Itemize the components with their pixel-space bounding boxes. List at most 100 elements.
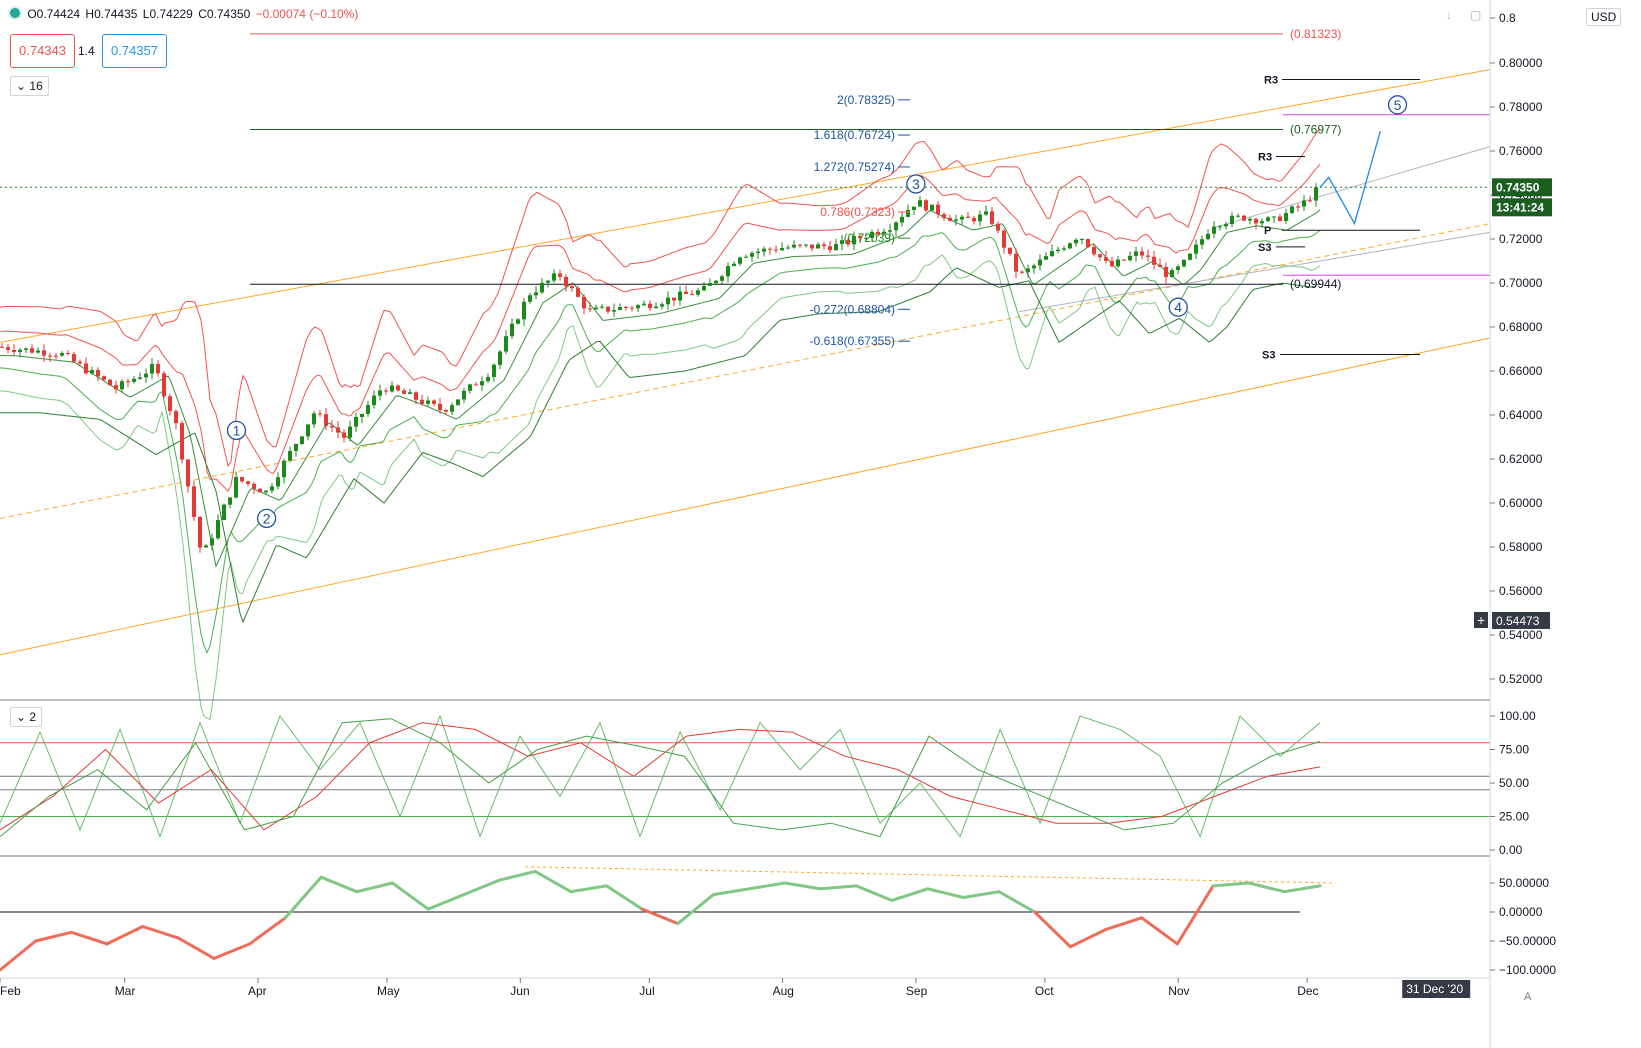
candle-up [660, 304, 664, 307]
time-tick-label: May [377, 984, 400, 998]
candle-up [1284, 212, 1288, 221]
candle-up [750, 253, 754, 257]
candle-down [30, 348, 34, 353]
sell-price-button[interactable]: 0.74343 [10, 34, 75, 68]
candle-down [606, 306, 610, 312]
momentum-segment [1068, 927, 1108, 949]
candle-down [576, 288, 580, 297]
candle-down [384, 390, 388, 392]
indicators-toggle[interactable]: ⌄ 16 [10, 76, 49, 96]
candle-down [1098, 254, 1102, 258]
scroll-down-icon[interactable]: ↓ [1446, 8, 1452, 22]
candle-up [270, 486, 274, 491]
candle-down [1146, 255, 1150, 257]
candle-down [474, 384, 478, 386]
momentum-segment [533, 869, 573, 894]
candle-down [324, 414, 328, 426]
maximize-icon[interactable]: ▢ [1470, 8, 1482, 22]
candle-up [36, 350, 40, 353]
candle-up [918, 200, 922, 207]
wave-marker [226, 420, 247, 441]
candle-up [540, 282, 544, 293]
candle-down [246, 481, 250, 484]
oscillators-toggle[interactable]: ⌄ 2 [10, 707, 43, 727]
candle-down [84, 363, 88, 374]
candle-down [72, 354, 76, 362]
candle-down [432, 400, 436, 404]
mom-tick-label: 50.00000 [1499, 876, 1549, 890]
candle-down [1296, 206, 1300, 208]
candle-up [744, 256, 748, 258]
candle-up [354, 416, 358, 427]
long-moving-average [0, 267, 1321, 624]
candle-up [1038, 259, 1042, 266]
momentum-segment [605, 884, 644, 911]
candle-up [666, 297, 670, 305]
candle-down [624, 306, 628, 308]
wave-marker [1387, 95, 1408, 115]
chevron-down-icon: ⌄ [16, 79, 27, 93]
stoch-tick-label: 100.00 [1499, 709, 1536, 723]
candle-down [342, 432, 346, 438]
candle-down [942, 214, 946, 218]
candle-down [330, 425, 334, 428]
time-tick-label: Oct [1035, 984, 1054, 998]
target-level-label: (0.76977) [1290, 123, 1341, 137]
bollinger-mid-green [0, 229, 1321, 654]
candle-down [876, 231, 880, 235]
price-tick-label: 0.62000 [1499, 452, 1543, 466]
price-tick-label: 0.54000 [1499, 628, 1543, 642]
candle-up [1170, 269, 1174, 278]
candle-up [618, 306, 622, 311]
candle-up [978, 214, 982, 222]
candle-down [1308, 200, 1312, 202]
candle-down [186, 459, 190, 487]
change-value: −0.00074 (−0.10%) [255, 7, 359, 21]
candle-up [1128, 255, 1132, 261]
chevron-down-icon: ⌄ [16, 710, 27, 724]
crosshair-price-marker [1492, 612, 1550, 629]
momentum-segment [926, 887, 965, 899]
currency-label[interactable]: USD [1586, 8, 1622, 26]
candle-up [486, 376, 490, 382]
candle-up [738, 257, 742, 264]
candle-up [864, 237, 868, 239]
candle-down [114, 385, 118, 390]
pivot-label: S3 [1258, 242, 1271, 254]
candle-down [252, 483, 256, 489]
momentum-segment [783, 881, 823, 891]
candle-up [204, 545, 208, 548]
wave-projection-path [1319, 131, 1381, 226]
buy-price-button[interactable]: 0.74357 [102, 34, 167, 68]
candle-up [306, 424, 310, 437]
candle-down [1086, 238, 1090, 247]
candle-down [858, 236, 862, 239]
candle-down [1092, 246, 1096, 255]
candle-down [318, 413, 322, 415]
candle-up [480, 381, 484, 386]
candle-up [462, 390, 466, 400]
candle-down [972, 217, 976, 222]
low-value: L0.74229 [142, 7, 193, 21]
candle-up [882, 231, 886, 235]
candle-up [144, 373, 148, 378]
candle-up [18, 349, 22, 353]
candle-down [1152, 256, 1156, 265]
candle-down [0, 346, 4, 348]
candle-up [372, 395, 376, 406]
candle-up [1176, 266, 1180, 270]
bollinger-upper-red [0, 128, 1321, 468]
mom-tick-label: 0.00000 [1499, 905, 1543, 919]
candle-up [546, 280, 550, 283]
candle-down [582, 296, 586, 309]
stoch-tick-label: 75.00 [1499, 743, 1529, 757]
momentum-segment [283, 875, 323, 920]
crosshair-price-label: 0.54473 [1496, 614, 1540, 628]
candle-down [180, 423, 184, 460]
candle-up [528, 295, 532, 302]
candle-down [630, 307, 634, 309]
time-tick-label: Sep [906, 984, 928, 998]
candle-up [300, 436, 304, 445]
mom-tick-label: −100.0000 [1499, 963, 1556, 977]
